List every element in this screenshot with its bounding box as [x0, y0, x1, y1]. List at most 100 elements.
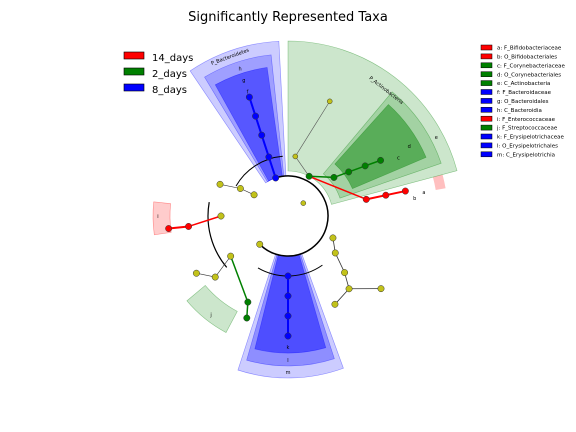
clade-label-l: l: [287, 358, 288, 364]
tree-edge: [295, 101, 330, 157]
tree-node-lef1c: [216, 180, 224, 188]
taxa-key-label: g: O_Bacteroidales: [497, 99, 549, 105]
tree-node-bac3: [252, 112, 260, 120]
tree-edge: [219, 184, 241, 189]
legend-swatch-2-days: [123, 67, 145, 76]
clade-wedge-f: [214, 67, 283, 182]
tree-edge: [229, 255, 249, 303]
legend-swatch-14-days: [123, 51, 145, 60]
taxa-key-swatch: [480, 151, 493, 158]
tree-node-actn: [292, 153, 299, 160]
tree-node-lr4: [345, 285, 353, 293]
clade-wedge-c: [334, 104, 427, 190]
tree-node-bac2: [258, 131, 266, 139]
tree-node-bif2: [382, 191, 390, 199]
tree-node-lr3: [341, 269, 349, 277]
tree-node-center: [300, 200, 307, 206]
clade-wedge-h: [189, 40, 287, 184]
taxa-key-swatch: [480, 115, 493, 122]
tree-node-act3: [361, 162, 369, 170]
taxa-key-label: l: O_Erysipelotrichales: [497, 144, 558, 150]
tree-node-act4: [377, 156, 385, 164]
tree-edge: [188, 215, 222, 228]
clade-wedge-d: [322, 91, 442, 199]
taxa-key-swatch: [480, 124, 493, 131]
tree-node-lr1: [329, 234, 337, 242]
tree-node-actn2: [326, 98, 333, 105]
clade-label-g: g: [242, 78, 245, 84]
tree-node-lr2: [331, 249, 339, 257]
legend-label-2-days: 2_days: [152, 69, 187, 80]
tree-node-bac1: [265, 153, 273, 161]
tree-node-fir: [256, 240, 264, 248]
clade-label-c: c: [397, 155, 400, 161]
tree-node-ent2: [165, 225, 173, 232]
clade-wedge-j: [186, 284, 238, 333]
tree-node-lr5: [377, 285, 385, 293]
taxa-key-legend: a: F_Bifidobacteriaceae b: O_Bifidobacter…: [480, 44, 565, 158]
legend-swatch-8-days: [123, 83, 145, 92]
clade-wedge-g: [204, 54, 285, 183]
group-legend: 14_days 2_days 8_days: [123, 51, 193, 96]
taxa-key-swatch: [480, 44, 493, 51]
tree-node-fir2: [217, 212, 225, 220]
root-arc: [259, 175, 329, 257]
tree-nodes: [165, 93, 409, 340]
tree-node-lr6: [331, 300, 339, 308]
taxa-key-label: a: F_Bifidobacteriaceae: [497, 46, 562, 52]
taxa-key-label: c: F_Corynebacteriaceae: [497, 63, 565, 69]
taxa-key-label: d: O_Corynebacteriales: [497, 72, 561, 78]
taxa-key-label: j: F_Streptococcaceae: [496, 126, 558, 132]
tree-edge: [309, 175, 334, 179]
tree-node-bac: [272, 174, 280, 182]
taxa-key-swatch: [480, 98, 493, 104]
tree-node-act2: [345, 168, 353, 176]
tree-node-lef4: [192, 269, 200, 277]
taxa-key-swatch: [480, 80, 493, 86]
tree-edge: [334, 252, 345, 273]
tree-node-ent1: [185, 223, 192, 230]
taxa-key-swatch: [480, 62, 493, 69]
tree-arc: [207, 202, 228, 268]
clade-label-a: a: [422, 190, 425, 196]
clade-label-j: j: [209, 313, 211, 319]
tree-edge: [295, 156, 310, 177]
clade-label-m: m: [286, 370, 291, 376]
taxa-key-swatch: [480, 133, 493, 140]
chart-title: Significantly Represented Taxa: [188, 10, 388, 25]
clade-highlight-wedges: [152, 40, 458, 379]
tree-node-bif3: [401, 187, 409, 195]
tree-node-lef2: [227, 252, 235, 260]
tree-arc: [235, 155, 283, 187]
tree-node-bac4: [245, 93, 253, 101]
taxa-key-swatch: [480, 107, 493, 113]
taxa-key-label: b: O_Bifidobacteriales: [497, 55, 557, 61]
tree-node-ery3: [284, 332, 292, 340]
tree-node-act1: [330, 173, 338, 181]
tree-node-ery: [284, 272, 292, 280]
tree-edge: [308, 175, 367, 201]
tree-node-act: [305, 172, 313, 180]
taxa-key-label: i: F_Enterococcaceae: [497, 117, 556, 123]
tree-node-str1: [244, 298, 252, 306]
taxa-key-label: e: C_Actinobacteria: [497, 81, 550, 87]
clade-label-k: k: [287, 345, 290, 351]
clade-wedge-b: [432, 174, 446, 190]
tree-node-lef3: [211, 273, 219, 281]
taxa-key-label: k: F_Erysipelotrichaceae: [497, 135, 564, 141]
clade-label-h: h: [239, 67, 242, 73]
clade-label-b: b: [413, 196, 416, 202]
tree-edge: [260, 134, 270, 158]
tree-edge: [334, 288, 350, 305]
legend-label-14-days: 14_days: [152, 53, 193, 64]
tree-node-ery2: [284, 312, 292, 320]
tree-node-str2: [243, 314, 251, 322]
clade-label-e: e: [435, 135, 438, 141]
taxa-key-label: f: F_Bacteroidaceae: [497, 90, 552, 96]
taxa-key-swatch: [480, 71, 493, 77]
tree-edge: [267, 156, 277, 179]
taxa-key-label: h: C_Bacteroidia: [497, 108, 542, 114]
taxa-key-swatch: [480, 53, 493, 60]
clade-label-f: f: [247, 89, 249, 95]
